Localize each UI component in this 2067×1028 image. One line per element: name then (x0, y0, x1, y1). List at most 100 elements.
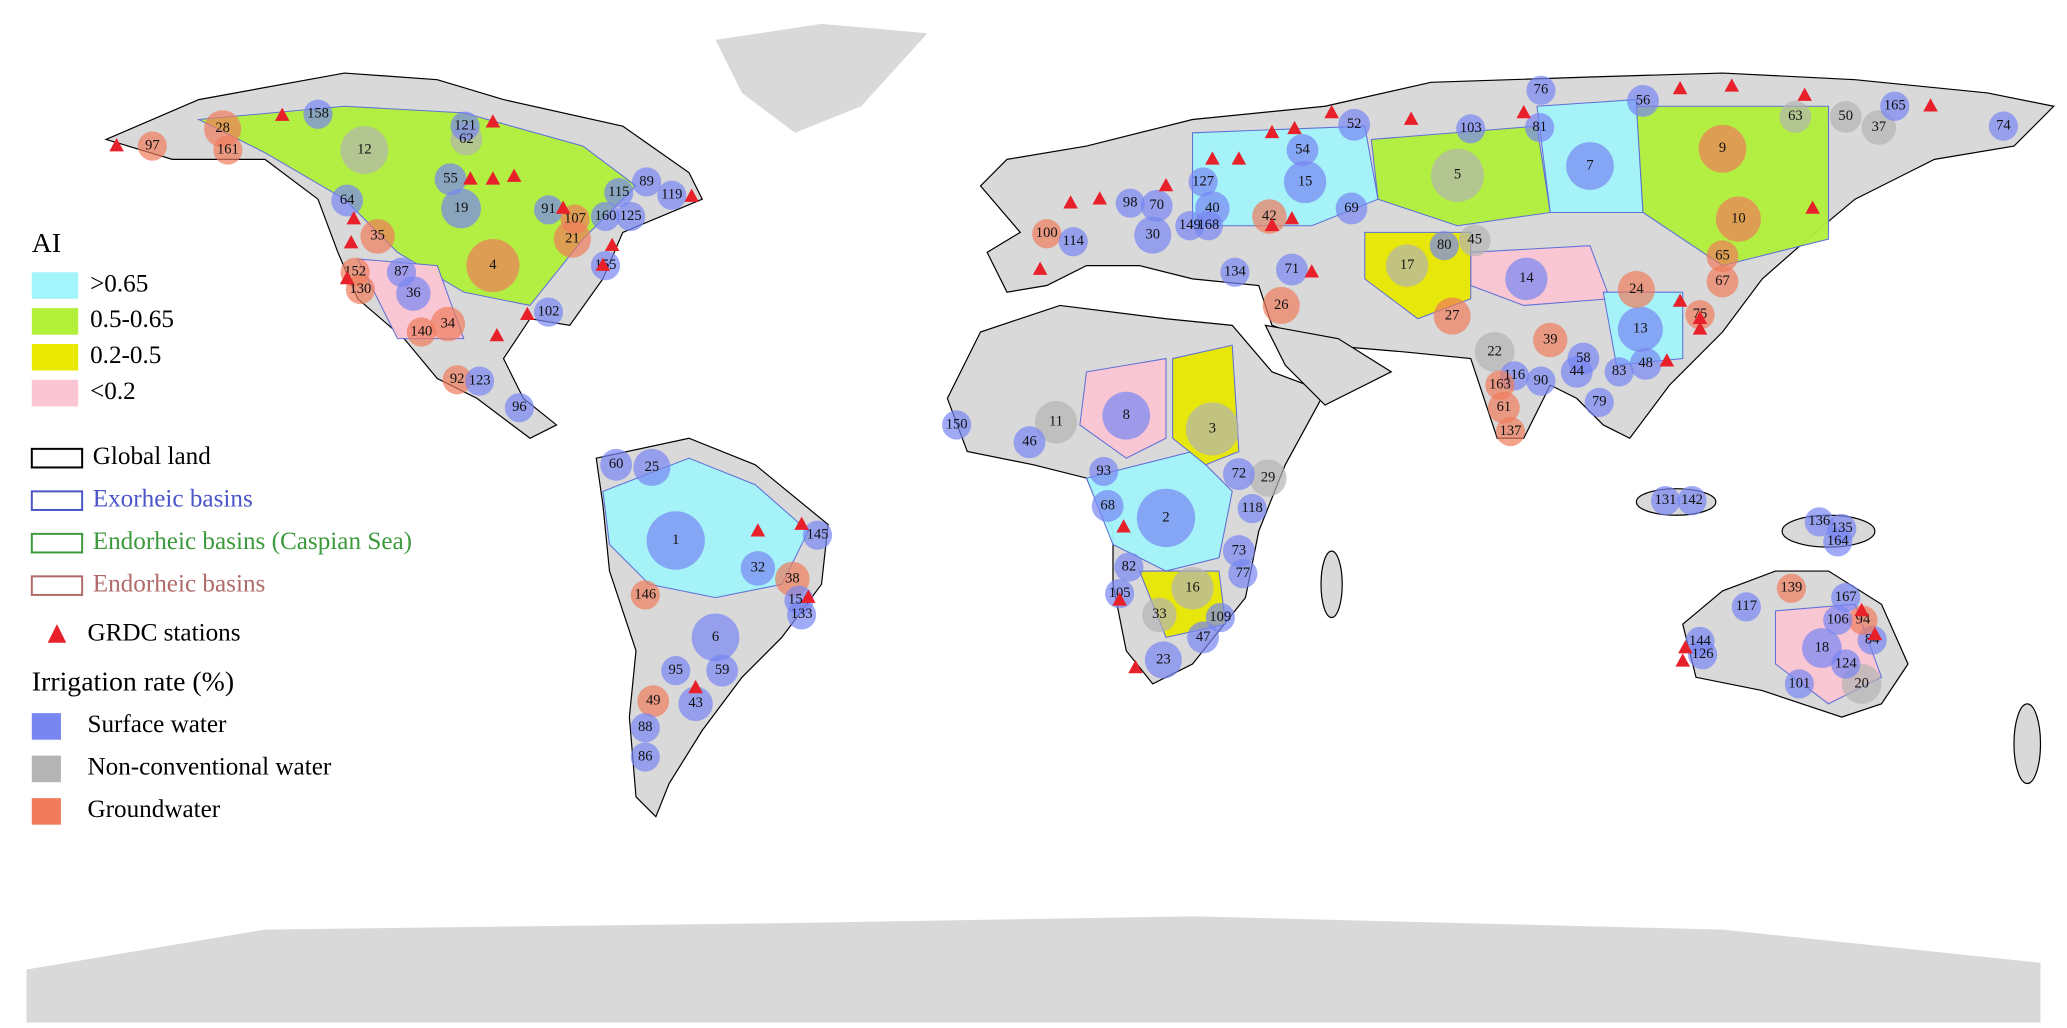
basin-label: 60 (609, 456, 624, 472)
basin-label: 116 (1504, 367, 1525, 383)
basin-pie (1831, 582, 1861, 613)
basin-pie (1338, 108, 1371, 141)
basin-pie (1776, 573, 1806, 603)
station (1092, 191, 1108, 205)
basin-pie (1685, 626, 1715, 657)
island (1320, 550, 1343, 619)
basin-pie (1698, 124, 1747, 173)
station (1264, 217, 1280, 232)
basin-pie (942, 410, 972, 440)
basin-label: 9 (1719, 140, 1726, 156)
basin-label: 127 (1192, 173, 1214, 189)
basin-pie (1617, 306, 1663, 352)
basin-label: 130 (349, 281, 371, 297)
basin-pie (1880, 91, 1910, 121)
region (196, 105, 637, 307)
basin-pie (1505, 257, 1548, 301)
legend-swatch (31, 755, 61, 783)
basin-label: 135 (1831, 520, 1853, 536)
basin-label: 68 (1100, 497, 1115, 513)
basin-label: 168 (1197, 217, 1219, 233)
basin-pie (1487, 391, 1520, 424)
basin-pie (646, 511, 705, 570)
basin-label: 21 (565, 230, 580, 246)
station (1116, 519, 1131, 533)
basin-pie (1262, 286, 1300, 325)
basin-label: 126 (1692, 646, 1714, 662)
station (1032, 261, 1048, 275)
basin-pie (1013, 426, 1046, 459)
station (1659, 353, 1675, 367)
basin-pie (1091, 490, 1124, 522)
basin-pie (1988, 111, 2018, 141)
basin-label: 65 (1715, 248, 1730, 264)
basin-label: 115 (608, 184, 629, 200)
station (339, 270, 355, 285)
basin-label: 81 (1532, 119, 1547, 135)
basin-label: 93 (1096, 463, 1111, 479)
basin-label: 69 (1344, 200, 1359, 216)
station (1692, 321, 1708, 335)
basin-pie (331, 184, 364, 217)
basin-label: 4 (489, 257, 497, 273)
basin-pie (661, 656, 691, 686)
basin-label: 40 (1205, 200, 1220, 216)
legend-text: Exorheic basins (93, 485, 253, 512)
basin-pie (1058, 227, 1088, 257)
basin-pie (465, 366, 495, 396)
basin-pie (600, 448, 633, 481)
station (1158, 177, 1174, 192)
basin-label: 80 (1437, 237, 1452, 253)
station (595, 257, 611, 271)
basin-label: 19 (454, 200, 469, 216)
basin-label: 109 (1209, 609, 1231, 625)
basin-label: 83 (1612, 363, 1627, 379)
basin-pie (1731, 592, 1761, 622)
basin-label: 6 (712, 629, 719, 645)
basin-pie (1627, 84, 1659, 117)
island (2013, 703, 2042, 785)
station (343, 235, 359, 249)
basin-label: 124 (1835, 655, 1858, 671)
basin-pie (1249, 459, 1287, 497)
basin-pie (1171, 567, 1214, 610)
basin-pie (1802, 628, 1842, 668)
basin-label: 72 (1232, 465, 1247, 481)
legend-station (47, 624, 67, 643)
legend-swatch (30, 447, 84, 469)
basin-label: 121 (454, 117, 476, 133)
basin-pie (1187, 621, 1219, 654)
basin-label: 2 (1162, 509, 1169, 525)
basin-label: 58 (1576, 350, 1591, 366)
legend: AI >0.65 0.5-0.65 0.2-0.5 <0.2 Global land Exo… (30, 228, 412, 825)
basin-pie (784, 585, 814, 615)
station (1287, 120, 1302, 135)
basin-label: 3 (1209, 420, 1216, 436)
basin-label: 55 (443, 171, 458, 187)
basin-label: 7 (1586, 157, 1593, 173)
basin-pie (533, 195, 564, 225)
legend-swatch (31, 343, 79, 371)
basin-label: 73 (1232, 542, 1247, 558)
basin-pie (386, 257, 417, 287)
basin-label: 67 (1715, 273, 1730, 289)
basin-label: 24 (1629, 281, 1644, 297)
basin-pie (1433, 297, 1471, 335)
basin-label: 11 (1049, 414, 1063, 430)
basin-label: 27 (1445, 307, 1460, 323)
basin-pie (1275, 253, 1308, 286)
basin-label: 17 (1400, 257, 1415, 273)
basin-pie (504, 393, 534, 423)
basin-pie (1134, 216, 1172, 254)
basin-label: 32 (751, 560, 766, 576)
station (1205, 151, 1220, 165)
basin-pie (706, 654, 739, 687)
basin-label: 154 (788, 592, 811, 608)
basin-pie (303, 99, 333, 129)
legend-text: AI (32, 228, 61, 259)
basin-pie (630, 580, 660, 610)
basin-pie (340, 126, 389, 174)
station (1063, 195, 1078, 209)
basin-label: 36 (406, 285, 421, 301)
station (1923, 98, 1938, 112)
